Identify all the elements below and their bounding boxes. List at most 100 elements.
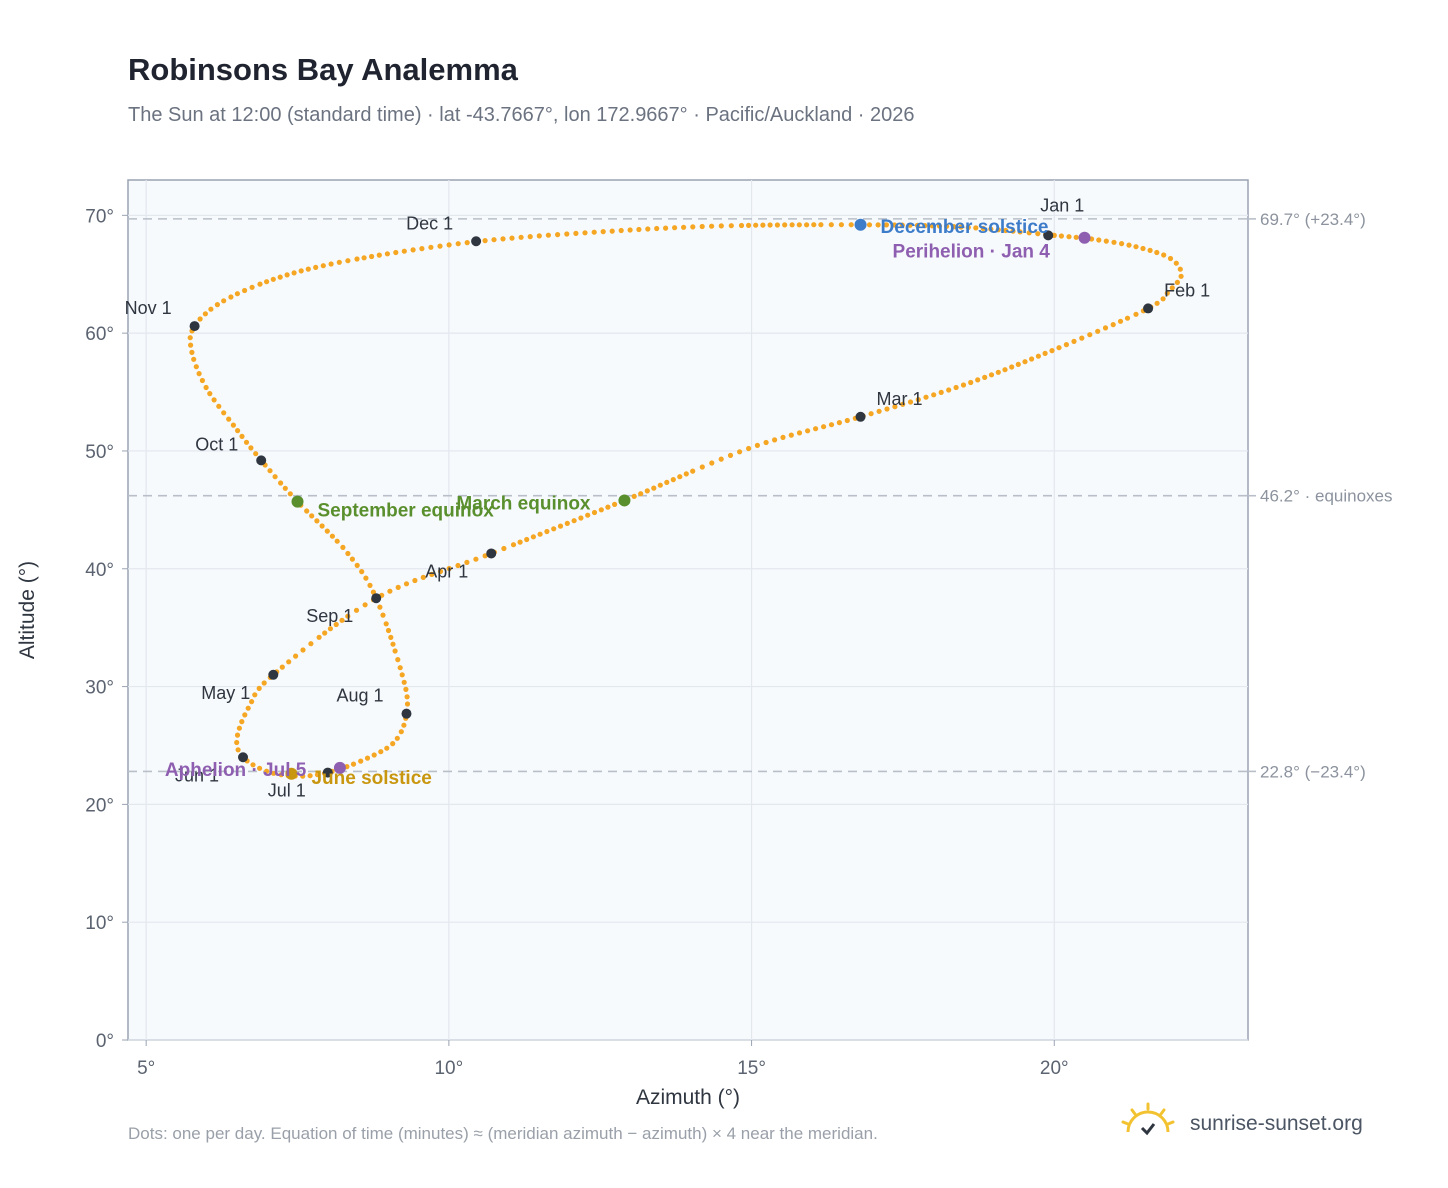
day-dot [875,222,881,228]
day-dot [1095,328,1101,334]
grid [128,180,1248,1041]
day-dot [193,364,199,370]
day-dot [345,550,351,557]
day-dot [390,741,396,747]
day-dot [571,518,577,524]
month-marker [486,548,497,559]
day-dot [345,613,351,619]
day-dot [257,765,263,771]
event-markers: December solstice Perihelion · Jan 4 March… [165,217,1091,789]
day-dot [651,485,657,491]
day-dot [339,617,345,623]
day-dot [437,568,444,575]
chart-title: Robinsons Bay Analemma [128,52,518,87]
day-dot [388,634,394,641]
brand-name: sunrise-sunset.org [1190,1112,1363,1135]
month-marker [189,321,200,332]
day-dot [788,432,794,438]
day-dot [638,491,644,497]
day-dot [334,538,340,544]
month-marker [322,767,333,778]
day-dot [203,384,209,391]
day-dot [257,281,263,287]
month-label: May 1 [201,683,250,703]
day-dot [401,679,407,685]
day-dot [884,406,890,412]
day-dot [279,664,285,670]
day-dot [384,745,390,751]
day-dot [1071,338,1077,344]
day-dot [248,445,254,451]
day-dot [412,577,418,584]
day-dot [1160,296,1166,302]
reference-line-label: 46.2° · equinoxes [1260,487,1393,506]
day-dot [234,739,240,746]
day-dot [900,401,906,407]
day-dot [591,509,598,516]
event-label: December solstice [881,217,1049,238]
day-dot [1058,233,1064,239]
event-marker [1078,231,1091,244]
day-dot [727,452,734,458]
day-dot [754,442,761,448]
day-dot [1035,353,1041,359]
day-dot [804,222,810,228]
day-dot [980,225,986,232]
day-dot [1073,234,1079,240]
day-dot [914,222,921,228]
day-dot [242,287,248,294]
event-label: September equinox [318,501,495,522]
day-dot [403,686,409,693]
y-tick-label: 40° [85,560,114,581]
day-dot [308,641,314,647]
day-dot [737,449,743,455]
month-label: Jan 1 [1040,195,1084,215]
event-label: June solstice [311,768,431,789]
day-dot [518,234,524,240]
day-dot [410,247,416,253]
day-dot [645,226,651,232]
x-tick-label: 10° [434,1058,463,1079]
month-marker [1143,303,1154,314]
day-dot [398,729,404,735]
day-dot [866,222,873,228]
x-tick-label: 20° [1040,1058,1069,1079]
day-dot [1154,300,1160,306]
day-dot [221,298,227,304]
month-label: Mar 1 [877,389,923,409]
day-dot [609,228,615,234]
day-dot [473,556,479,562]
day-dot [428,244,434,250]
day-dot [300,647,306,653]
day-dot [988,226,994,232]
day-dot [876,408,882,414]
day-dot [892,404,898,410]
month-marker [256,455,267,466]
day-dot [1133,244,1139,250]
day-dot [1029,356,1035,362]
event-marker [854,218,867,231]
day-dot [349,556,355,562]
day-dot [364,755,371,761]
day-dot [509,235,515,241]
day-dot [392,648,398,654]
day-dot [239,719,245,725]
day-dot [995,369,1001,375]
day-dot [250,762,256,768]
day-dot [358,758,364,764]
month-label: Jul 1 [268,781,306,801]
day-dot [404,694,410,700]
day-dot [763,439,769,446]
day-dot [1079,335,1085,341]
day-dot [907,399,914,405]
day-dot [718,456,724,462]
day-dot [256,685,262,692]
day-dot [718,223,724,229]
day-dot [385,627,392,634]
day-dot [353,607,360,613]
brand[interactable]: sunrise-sunset.org [1120,1100,1400,1150]
day-dot [500,236,506,242]
day-dot [383,621,389,627]
day-dot [278,772,284,778]
day-dot [585,512,591,518]
